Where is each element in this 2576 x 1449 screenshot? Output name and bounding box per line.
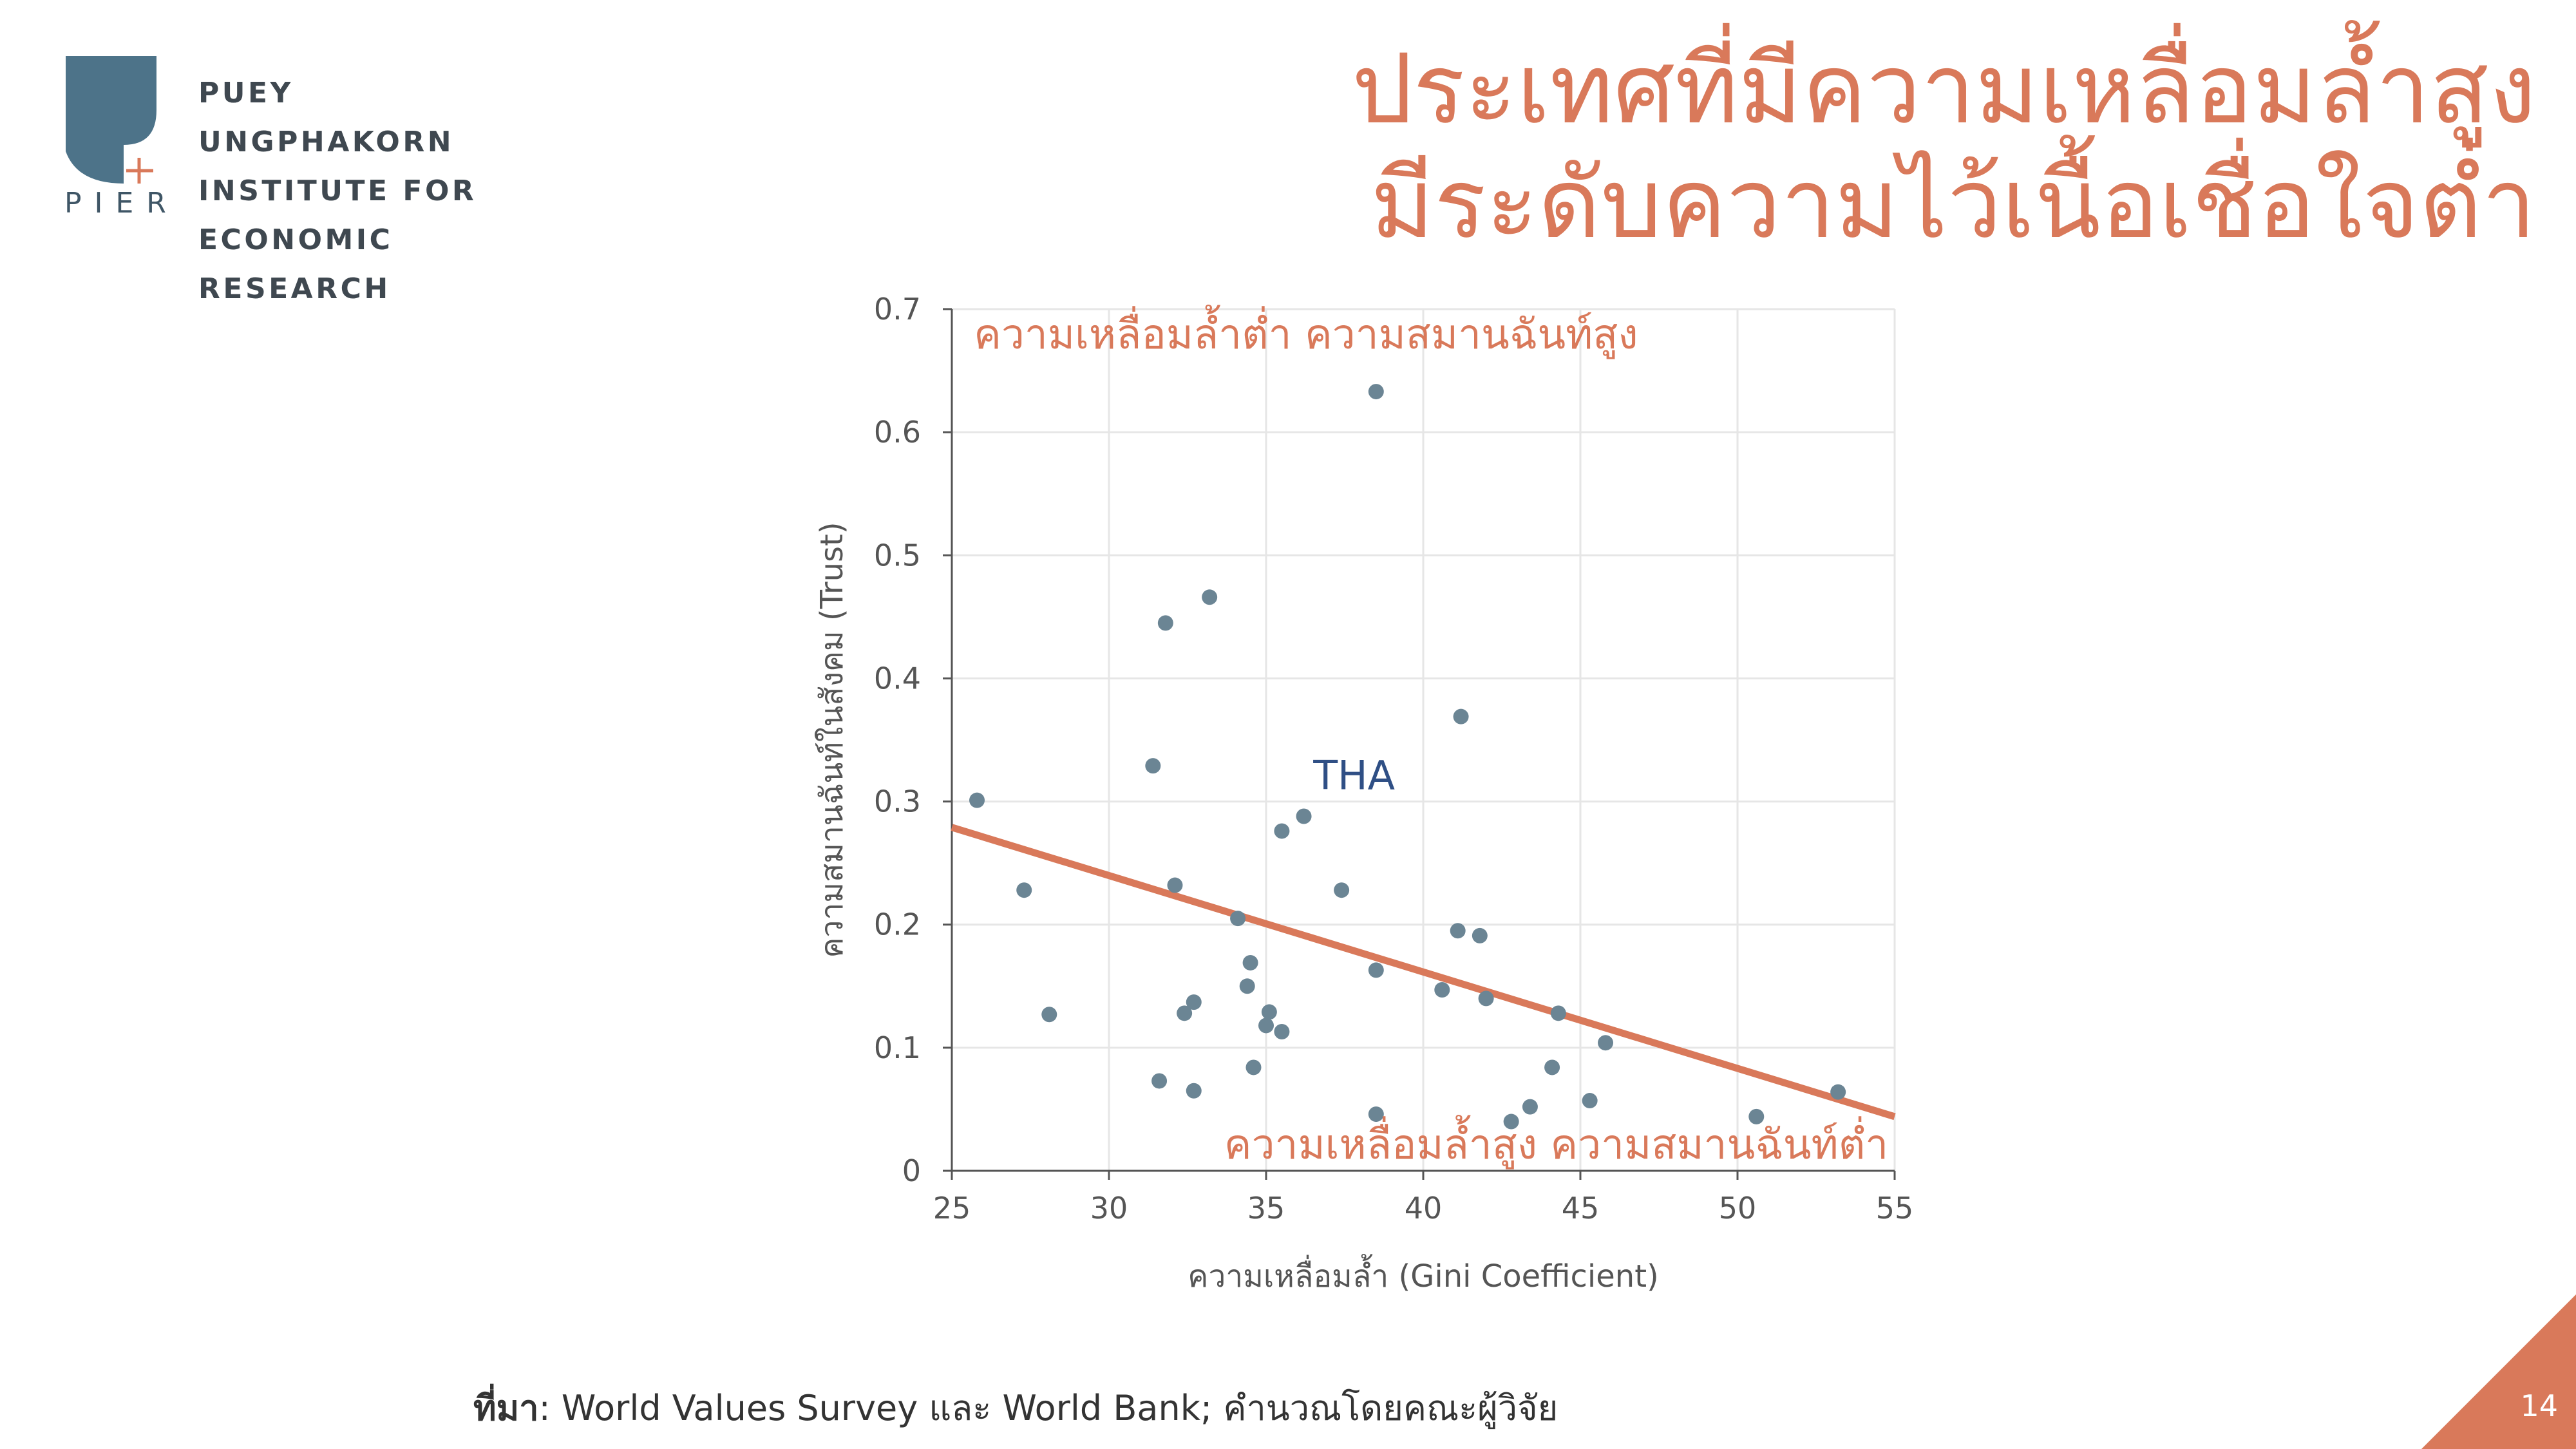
data-point-28 [1478, 990, 1494, 1007]
data-point-20 [1334, 882, 1350, 898]
chart-labels: ความเหลื่อมล้ำ (Gini Coefficient) ความสม… [814, 305, 1888, 1294]
source-text: : World Values Survey และ World Bank; คำ… [538, 1388, 1558, 1428]
annotation-low-inequality-high-trust: ความเหลื่อมล้ำต่ำ ความสมานฉันท์สูง [974, 305, 1638, 359]
slide-title-line-1: ประเทศที่มีความเหลื่อมล้ำสูง [1351, 33, 2536, 146]
y-tick-label-4: 0.4 [874, 661, 921, 696]
slide-title-line-2: มีระดับความไว้เนื้อเชื่อใจต่ำ [1370, 148, 2536, 260]
data-point-2 [1041, 1007, 1057, 1023]
data-point-9 [1186, 1083, 1202, 1099]
data-point-26 [1453, 708, 1469, 724]
pier-wordmark: PIER [64, 187, 179, 220]
data-point-23 [1368, 1106, 1384, 1122]
y-tick-label-6: 0.6 [874, 415, 921, 450]
data-point-4 [1151, 1073, 1168, 1089]
trendline [951, 824, 1896, 1121]
y-tick-label-5: 0.5 [874, 538, 921, 573]
data-point-36 [1830, 1084, 1846, 1100]
source-note: ที่มา: World Values Survey และ World Ban… [473, 1380, 1558, 1435]
data-point-29 [1503, 1113, 1519, 1130]
data-point-33 [1582, 1093, 1598, 1109]
institute-name-line-2: INSTITUTE FOR [198, 175, 477, 207]
data-point-12 [1239, 978, 1255, 994]
slide-title: ประเทศที่มีความเหลื่อมล้ำสูง มีระดับความ… [1352, 32, 2536, 261]
data-point-19 [1296, 808, 1312, 824]
data-point-18 [1274, 1024, 1290, 1040]
data-point-27 [1472, 927, 1488, 943]
data-point-13 [1242, 954, 1258, 971]
institute-name-line-1: PUEY UNGPHAKORN [198, 77, 455, 158]
data-point-3 [1145, 758, 1161, 774]
data-point-22 [1368, 962, 1384, 978]
data-point-21 [1368, 384, 1384, 400]
chart-grid [952, 308, 1896, 1171]
data-point-8 [1186, 994, 1202, 1010]
x-tick-label-1: 30 [1090, 1191, 1128, 1226]
y-axis-label: ความสมานฉันท์ในสังคม (Trust) [814, 522, 850, 958]
data-point-14 [1245, 1059, 1262, 1075]
y-tick-label-1: 0.1 [874, 1030, 921, 1065]
x-tick-label-0: 25 [933, 1191, 971, 1226]
data-point-1 [1016, 882, 1032, 898]
x-tick-label-4: 45 [1562, 1191, 1600, 1226]
data-point-15 [1258, 1018, 1274, 1034]
pier-logo: PIER PUEY UNGPHAKORN INSTITUTE FOR ECONO… [64, 55, 554, 305]
y-tick-label-2: 0.2 [874, 907, 921, 942]
source-label: ที่มา [473, 1388, 539, 1428]
data-point-24 [1434, 982, 1450, 998]
annotation-thailand: THA [1312, 752, 1395, 799]
data-point-7 [1177, 1005, 1193, 1021]
page-number: 14 [2520, 1388, 2558, 1423]
data-point-16 [1261, 1004, 1277, 1020]
annotation-high-inequality-low-trust: ความเหลื่อมล้ำสูง ความสมานฉันท์ต่ำ [1224, 1115, 1888, 1170]
data-point-6 [1167, 877, 1183, 893]
x-tick-label-6: 55 [1876, 1191, 1914, 1226]
data-point-5 [1157, 615, 1173, 631]
data-point-25 [1450, 923, 1466, 939]
y-tick-label-3: 0.3 [874, 784, 921, 819]
data-point-11 [1230, 911, 1246, 927]
x-axis-label: ความเหลื่อมล้ำ (Gini Coefficient) [1188, 1254, 1659, 1294]
chart-ticks: 25 30 35 40 45 50 55 0 0.1 0.2 0.3 0.4 0.5 0.6 0.7 [874, 292, 1913, 1226]
data-point-0 [969, 792, 985, 808]
institute-name-line-3: ECONOMIC RESEARCH [198, 223, 393, 305]
data-point-10 [1202, 589, 1218, 605]
data-point-35 [1748, 1108, 1765, 1124]
x-tick-label-2: 35 [1247, 1191, 1285, 1226]
institute-name: PUEY UNGPHAKORN INSTITUTE FOR ECONOMIC R… [198, 69, 554, 314]
y-tick-label-7: 0.7 [874, 292, 921, 327]
data-points [969, 384, 1846, 1130]
pier-logo-mark-icon [66, 56, 156, 184]
corner-triangle-decoration [2421, 1294, 2576, 1449]
data-point-31 [1544, 1059, 1560, 1075]
data-point-17 [1274, 823, 1290, 839]
data-point-32 [1550, 1005, 1566, 1021]
trendline-group [951, 824, 1896, 1121]
x-tick-label-5: 50 [1719, 1191, 1757, 1226]
x-tick-label-3: 40 [1405, 1191, 1443, 1226]
data-point-34 [1598, 1035, 1614, 1051]
y-tick-label-0: 0 [902, 1153, 921, 1188]
data-point-30 [1522, 1099, 1538, 1115]
